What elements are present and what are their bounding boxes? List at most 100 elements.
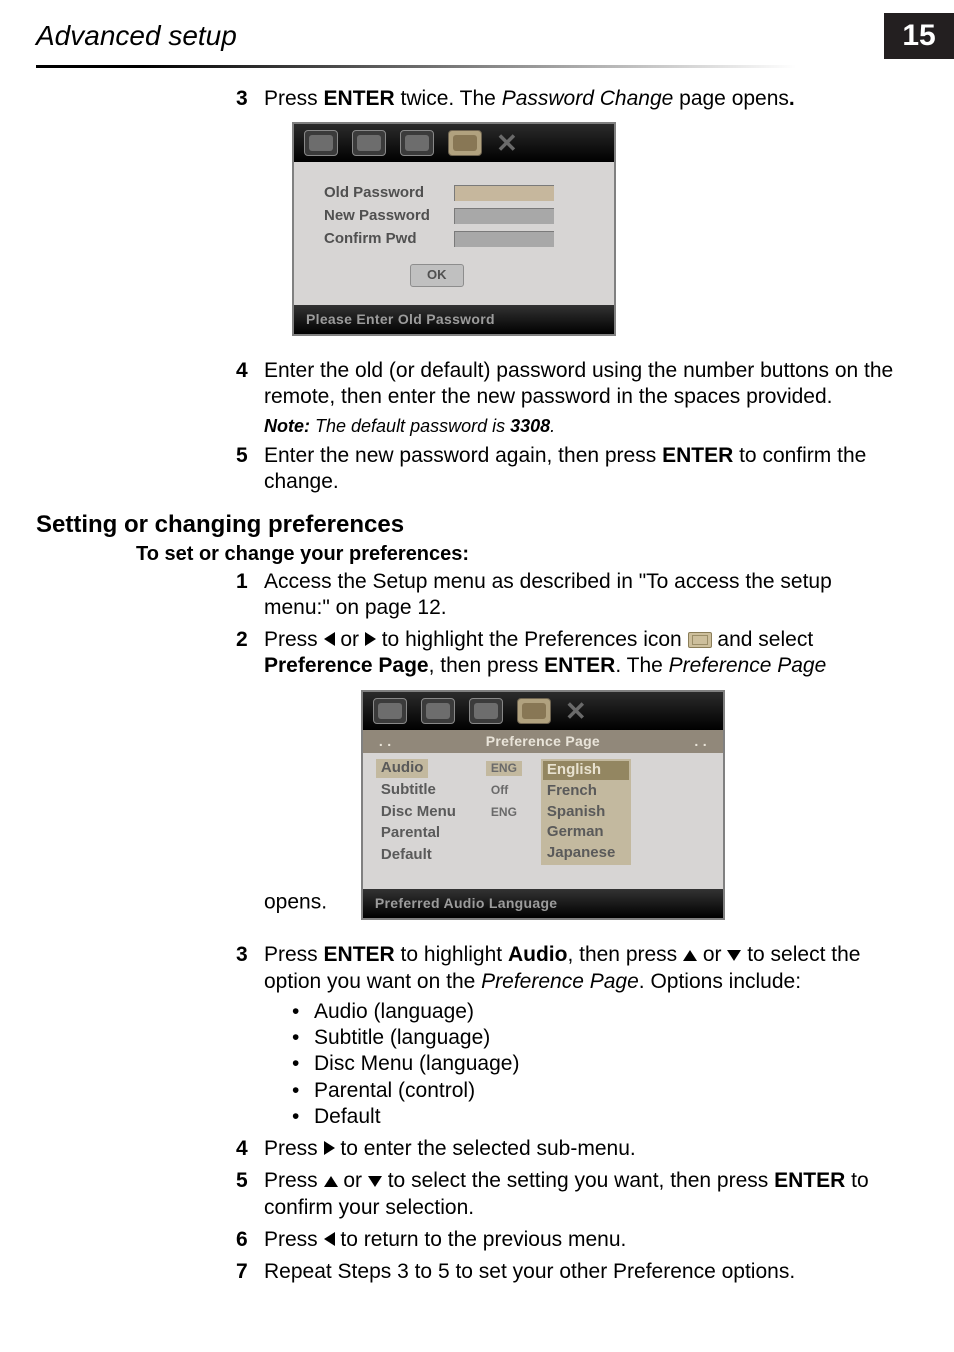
key-enter: ENTER (544, 654, 615, 677)
note-text: The default password is (310, 416, 510, 436)
step-b2: 2 Press or to highlight the Preferences … (236, 627, 894, 936)
nav-icon (304, 130, 338, 156)
dialog-iconbar: ✕ (363, 692, 723, 730)
main-content: 3 Press ENTER twice. The Password Change… (36, 86, 894, 496)
step-num: 5 (236, 443, 248, 469)
text: Press (264, 1137, 324, 1160)
list-item: Parental (control) (292, 1078, 894, 1104)
pwd-row-new: New Password (324, 207, 584, 226)
pref-label: Subtitle (381, 781, 491, 800)
pref-label: Default (381, 846, 491, 865)
arrow-right-icon (365, 632, 376, 646)
password-dialog-figure: ✕ Old Password New Password Confirm Pwd … (292, 122, 616, 336)
list-item: Subtitle (language) (292, 1025, 894, 1051)
text: Access the Setup menu as described in "T… (264, 570, 832, 619)
step-num: 3 (236, 86, 248, 112)
dialog-frame: ✕ . . Preference Page . . Audio Subtitle (361, 690, 725, 921)
text: to highlight (395, 943, 508, 966)
section-title: Advanced setup (36, 18, 237, 53)
arrow-down-icon (727, 950, 741, 961)
text: Press (264, 1228, 324, 1251)
preference-body: . . Preference Page . . Audio Subtitle D… (363, 730, 723, 889)
text: Press (264, 87, 324, 110)
list-item: Disc Menu (language) (292, 1051, 894, 1077)
text: Press (264, 628, 324, 651)
step-b6: 6 Press to return to the previous menu. (236, 1227, 894, 1253)
text: or (340, 628, 365, 651)
pref-option: German (547, 823, 625, 842)
page-name: Preference Page (669, 654, 827, 677)
text: Press (264, 1169, 324, 1192)
pref-labels-col: Audio Subtitle Disc Menu Parental Defaul… (381, 759, 491, 865)
text: or (703, 943, 728, 966)
note-lead: Note: (264, 416, 310, 436)
step-a3: 3 Press ENTER twice. The Password Change… (236, 86, 894, 352)
text: twice. The (395, 87, 502, 110)
pref-label: Parental (381, 824, 491, 843)
pwd-row-confirm: Confirm Pwd (324, 230, 584, 249)
text: to return to the previous menu. (340, 1228, 626, 1251)
label: Old Password (324, 184, 454, 203)
step-a5: 5 Enter the new password again, then pre… (236, 443, 894, 496)
step-num: 4 (236, 1136, 248, 1162)
text: , then press (429, 654, 545, 677)
close-icon: ✕ (496, 130, 522, 156)
label: Confirm Pwd (324, 230, 454, 249)
step-b3: 3 Press ENTER to highlight Audio, then p… (236, 942, 894, 1130)
pref-value: ENG (491, 761, 541, 776)
text: Enter the new password again, then press (264, 444, 662, 467)
nav-icon (421, 698, 455, 724)
value-text: ENG (486, 761, 522, 776)
list-item: Default (292, 1104, 894, 1130)
pref-option: Spanish (547, 803, 625, 822)
text: to enter the selected sub-menu. (340, 1137, 635, 1160)
step-b5: 5 Press or to select the setting you wan… (236, 1168, 894, 1221)
text: Press (264, 943, 324, 966)
password-body: Old Password New Password Confirm Pwd OK (294, 162, 614, 305)
step-num: 3 (236, 942, 248, 968)
note: Note: The default password is 3308. (264, 415, 894, 438)
note-end: . (550, 416, 555, 436)
pref-options-col: English French Spanish German Japanese (541, 759, 631, 865)
pwd-field (454, 185, 554, 201)
text: to highlight the Preferences icon (382, 628, 688, 651)
page-header: Advanced setup 15 (36, 18, 894, 59)
nav-icon (352, 130, 386, 156)
pwd-row-old: Old Password (324, 184, 584, 203)
dialog-status: Please Enter Old Password (294, 305, 614, 335)
page-name: Password Change (502, 87, 674, 110)
text: Repeat Steps 3 to 5 to set your other Pr… (264, 1260, 795, 1283)
page-number: 15 (884, 13, 954, 59)
preference-dialog-figure: ✕ . . Preference Page . . Audio Subtitle (361, 690, 725, 921)
step-b7: 7 Repeat Steps 3 to 5 to set your other … (236, 1259, 894, 1285)
preferences-inline-icon (688, 632, 712, 648)
text: , then press (567, 943, 683, 966)
pref-option: Japanese (547, 844, 625, 863)
pref-label: Disc Menu (381, 803, 491, 822)
pref-value: ENG (491, 805, 541, 820)
text: . (789, 87, 795, 110)
nav-icon (400, 130, 434, 156)
preference-table: Audio Subtitle Disc Menu Parental Defaul… (363, 753, 723, 889)
key-enter: ENTER (774, 1169, 845, 1192)
header-rule (36, 65, 796, 68)
steps-b: 1 Access the Setup menu as described in … (236, 569, 894, 1286)
arrow-right-icon (324, 1141, 335, 1155)
note-val: 3308 (510, 416, 550, 436)
page-name: Preference Page (481, 970, 639, 993)
arrow-left-icon (324, 1232, 335, 1246)
banner-dots: . . (379, 733, 392, 751)
pref-value: Off (491, 783, 541, 798)
label: New Password (324, 207, 454, 226)
key-enter: ENTER (324, 87, 395, 110)
step-b4: 4 Press to enter the selected sub-menu. (236, 1136, 894, 1162)
subheading: Setting or changing preferences (36, 510, 894, 540)
arrow-down-icon (368, 1176, 382, 1187)
pref-option: French (547, 782, 625, 801)
pref-values-col: ENG Off ENG (491, 759, 541, 865)
nav-icon-selected (517, 698, 551, 724)
pwd-field (454, 231, 554, 247)
arrow-up-icon (683, 950, 697, 961)
procedure-heading: To set or change your preferences: (136, 542, 894, 567)
text: to select the setting you want, then pre… (388, 1169, 774, 1192)
